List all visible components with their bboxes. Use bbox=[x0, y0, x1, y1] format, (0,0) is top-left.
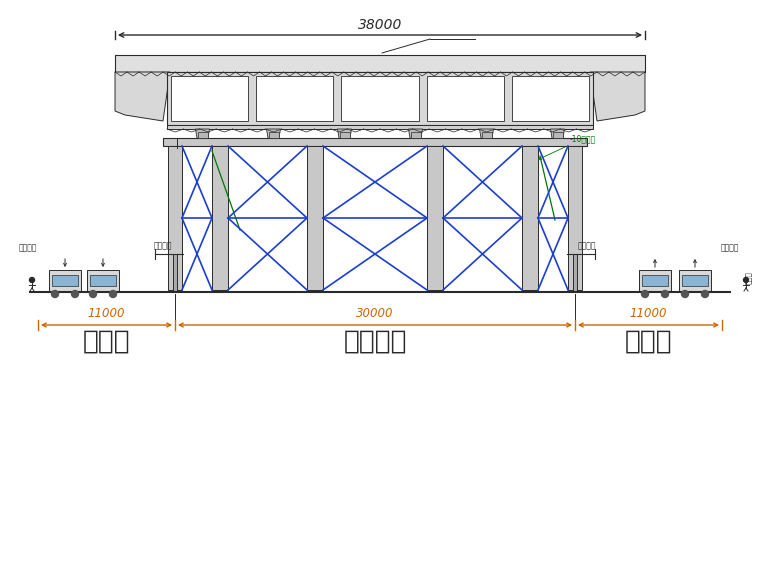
Bar bbox=[639, 270, 671, 292]
Bar bbox=[167, 125, 593, 129]
Text: 活动围挡: 活动围挡 bbox=[19, 243, 37, 252]
Bar bbox=[115, 55, 645, 72]
Bar bbox=[341, 76, 419, 121]
Polygon shape bbox=[480, 129, 493, 141]
Bar bbox=[427, 146, 443, 290]
Bar bbox=[268, 132, 278, 138]
Bar bbox=[682, 275, 708, 286]
Circle shape bbox=[52, 291, 59, 298]
Bar bbox=[522, 146, 538, 290]
Circle shape bbox=[30, 278, 34, 283]
Polygon shape bbox=[409, 129, 423, 141]
Polygon shape bbox=[590, 72, 645, 121]
Bar bbox=[167, 72, 593, 125]
Text: 11000: 11000 bbox=[87, 307, 125, 320]
Text: 围挡区域: 围挡区域 bbox=[344, 329, 407, 355]
Bar bbox=[568, 146, 582, 290]
Text: 人行道: 人行道 bbox=[745, 272, 752, 284]
Bar bbox=[173, 254, 177, 292]
Bar bbox=[256, 76, 334, 121]
Bar bbox=[410, 132, 420, 138]
Bar bbox=[198, 132, 207, 138]
Text: 行车道: 行车道 bbox=[625, 329, 673, 355]
Polygon shape bbox=[267, 129, 280, 141]
Bar bbox=[679, 270, 711, 292]
Text: -10加劲板: -10加劲板 bbox=[538, 134, 597, 160]
Bar bbox=[307, 146, 323, 290]
Text: 施工围挡: 施工围挡 bbox=[154, 241, 173, 250]
Bar bbox=[642, 275, 668, 286]
Bar bbox=[573, 254, 577, 292]
Circle shape bbox=[90, 291, 97, 298]
Text: 施工围挡: 施工围挡 bbox=[578, 241, 597, 250]
Circle shape bbox=[661, 291, 669, 298]
Bar bbox=[163, 138, 587, 146]
Text: 行车道: 行车道 bbox=[83, 329, 130, 355]
Text: 11000: 11000 bbox=[630, 307, 667, 320]
Bar bbox=[171, 76, 249, 121]
Text: 活动围挡: 活动围挡 bbox=[720, 243, 739, 252]
Polygon shape bbox=[195, 129, 210, 141]
Polygon shape bbox=[115, 72, 170, 121]
Circle shape bbox=[71, 291, 78, 298]
Polygon shape bbox=[337, 129, 351, 141]
Bar bbox=[87, 270, 119, 292]
Circle shape bbox=[682, 291, 689, 298]
Bar bbox=[482, 132, 492, 138]
Bar bbox=[52, 275, 78, 286]
Circle shape bbox=[641, 291, 648, 298]
Text: 30000: 30000 bbox=[356, 307, 394, 320]
Text: 38000: 38000 bbox=[358, 18, 402, 32]
Bar bbox=[168, 146, 182, 290]
Bar bbox=[426, 76, 504, 121]
Bar bbox=[90, 275, 116, 286]
Bar bbox=[553, 132, 562, 138]
Polygon shape bbox=[550, 129, 565, 141]
Bar bbox=[511, 76, 589, 121]
Circle shape bbox=[701, 291, 708, 298]
Circle shape bbox=[743, 278, 749, 283]
Bar bbox=[49, 270, 81, 292]
Circle shape bbox=[109, 291, 116, 298]
Bar bbox=[212, 146, 228, 290]
Bar bbox=[340, 132, 350, 138]
